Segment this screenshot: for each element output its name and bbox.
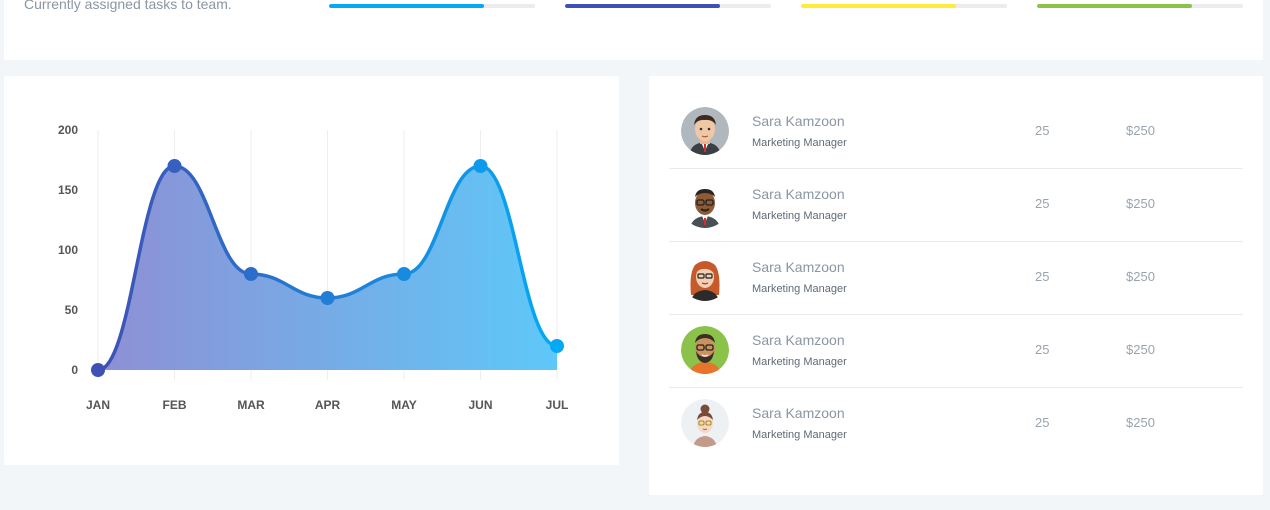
y-tick-label: 150	[58, 183, 78, 197]
member-role: Marketing Manager	[752, 137, 847, 149]
man-glasses-avatar	[681, 180, 729, 228]
x-tick-label: MAY	[391, 398, 417, 412]
member-role: Marketing Manager	[752, 210, 847, 222]
x-tick-label: JUL	[546, 398, 569, 412]
card-subtitle: Currently assigned tasks to team.	[24, 0, 232, 12]
member-role: Marketing Manager	[752, 356, 847, 368]
team-member-row[interactable]: Sara Kamzoon Marketing Manager 25 $250	[669, 95, 1243, 169]
y-tick-label: 50	[65, 303, 79, 317]
progress-bar-1	[329, 4, 535, 8]
woman-redhair-avatar	[681, 253, 729, 301]
y-tick-label: 100	[58, 243, 78, 257]
x-tick-label: JUN	[468, 398, 492, 412]
member-task-count: 25	[1035, 196, 1050, 211]
member-role: Marketing Manager	[752, 283, 847, 295]
team-member-row[interactable]: Sara Kamzoon Marketing Manager 25 $250	[669, 168, 1243, 242]
member-task-count: 25	[1035, 123, 1050, 138]
y-tick-label: 0	[71, 363, 78, 377]
area-fill	[98, 166, 557, 370]
area-chart-card: 0 50 100 150 200 JAN FEB MAR APR MAY JUN JUL	[4, 76, 619, 465]
man-beard-avatar	[681, 326, 729, 374]
member-name: Sara Kamzoon	[752, 332, 845, 348]
progress-fill-2	[565, 4, 720, 8]
data-point-feb	[167, 159, 182, 173]
progress-fill-3	[801, 4, 956, 8]
data-point-may	[397, 267, 411, 281]
man-suit-avatar	[681, 107, 729, 155]
member-amount: $250	[1126, 196, 1155, 211]
data-point-mar	[244, 267, 258, 281]
woman-bun-avatar	[681, 399, 729, 447]
member-name: Sara Kamzoon	[752, 113, 845, 129]
member-amount: $250	[1126, 123, 1155, 138]
team-member-row[interactable]: Sara Kamzoon Marketing Manager 25 $250	[669, 387, 1243, 460]
team-member-row[interactable]: Sara Kamzoon Marketing Manager 25 $250	[669, 314, 1243, 388]
member-amount: $250	[1126, 269, 1155, 284]
progress-fill-4	[1037, 4, 1192, 8]
member-amount: $250	[1126, 415, 1155, 430]
member-task-count: 25	[1035, 342, 1050, 357]
progress-bar-2	[565, 4, 771, 8]
team-members-card: Sara Kamzoon Marketing Manager 25 $250 Sara …	[649, 76, 1263, 495]
member-name: Sara Kamzoon	[752, 186, 845, 202]
member-task-count: 25	[1035, 269, 1050, 284]
member-name: Sara Kamzoon	[752, 259, 845, 275]
data-point-jan	[91, 363, 105, 377]
x-tick-label: APR	[315, 398, 341, 412]
member-name: Sara Kamzoon	[752, 405, 845, 421]
x-tick-label: FEB	[163, 398, 187, 412]
team-member-row[interactable]: Sara Kamzoon Marketing Manager 25 $250	[669, 241, 1243, 315]
data-point-jul	[550, 339, 564, 353]
member-amount: $250	[1126, 342, 1155, 357]
team-progress-card: Currently assigned tasks to team.	[4, 0, 1263, 60]
progress-fill-1	[329, 4, 484, 8]
member-task-count: 25	[1035, 415, 1050, 430]
progress-bar-3	[801, 4, 1007, 8]
x-tick-label: MAR	[237, 398, 265, 412]
member-role: Marketing Manager	[752, 429, 847, 441]
area-chart: 0 50 100 150 200 JAN FEB MAR APR MAY JUN JUL	[58, 123, 569, 412]
data-point-apr	[320, 291, 335, 305]
progress-bar-4	[1037, 4, 1243, 8]
y-tick-label: 200	[58, 123, 78, 137]
x-tick-label: JAN	[86, 398, 110, 412]
data-point-jun	[473, 159, 488, 173]
